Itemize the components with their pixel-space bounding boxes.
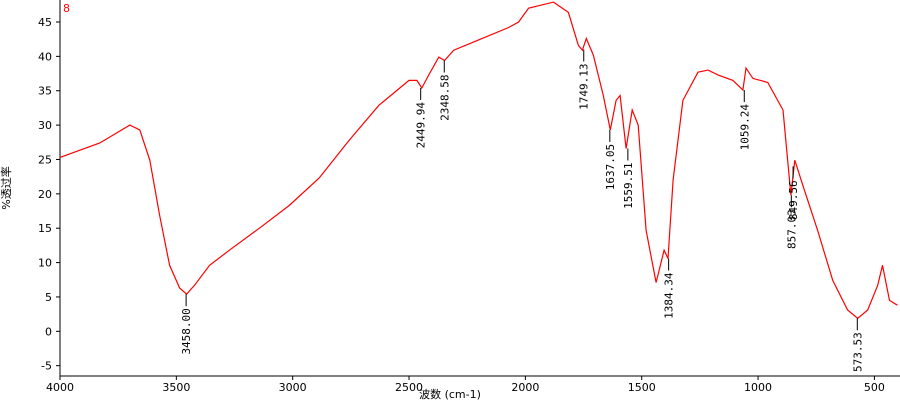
spectrum-line: [59, 1, 898, 320]
peak-label: 2449.94: [415, 102, 428, 149]
peak-label: 849.56: [787, 180, 800, 220]
peak-label: 857.03: [785, 209, 798, 249]
x-tick-label: 1000: [744, 381, 772, 394]
y-tick-label: 40: [38, 50, 52, 63]
x-tick-label: 500: [864, 381, 885, 394]
y-tick-label: 35: [38, 85, 52, 98]
series-label: 8: [63, 2, 70, 15]
x-tick-label: 3500: [162, 381, 190, 394]
y-tick-label: 15: [38, 222, 52, 235]
x-tick-label: 4000: [46, 381, 74, 394]
y-tick-label: 0: [45, 325, 52, 338]
peak-label: 2348.58: [438, 74, 451, 120]
x-axis-label: 波数 (cm-1): [419, 388, 481, 401]
x-tick-label: 1500: [628, 381, 656, 394]
x-tick-label: 2500: [395, 381, 423, 394]
y-tick-label: 30: [38, 119, 52, 132]
peak-label: 1637.05: [604, 144, 617, 190]
y-tick-label: 25: [38, 153, 52, 166]
x-tick-label: 2000: [511, 381, 539, 394]
peak-label: 1559.51: [622, 162, 635, 208]
y-tick-label: -5: [41, 360, 52, 373]
peak-label: 1059.24: [738, 104, 751, 151]
peak-label: 1384.34: [663, 272, 676, 319]
peak-label: 1749.13: [578, 63, 591, 109]
y-tick-label: 5: [45, 291, 52, 304]
y-tick-label: 10: [38, 257, 52, 270]
peak-label: 573.53: [851, 332, 864, 372]
y-axis-label: %透过率: [0, 166, 13, 209]
x-tick-label: 3000: [279, 381, 307, 394]
y-tick-label: 45: [38, 16, 52, 29]
peak-label: 3458.00: [180, 308, 193, 354]
y-tick-label: 20: [38, 188, 52, 201]
